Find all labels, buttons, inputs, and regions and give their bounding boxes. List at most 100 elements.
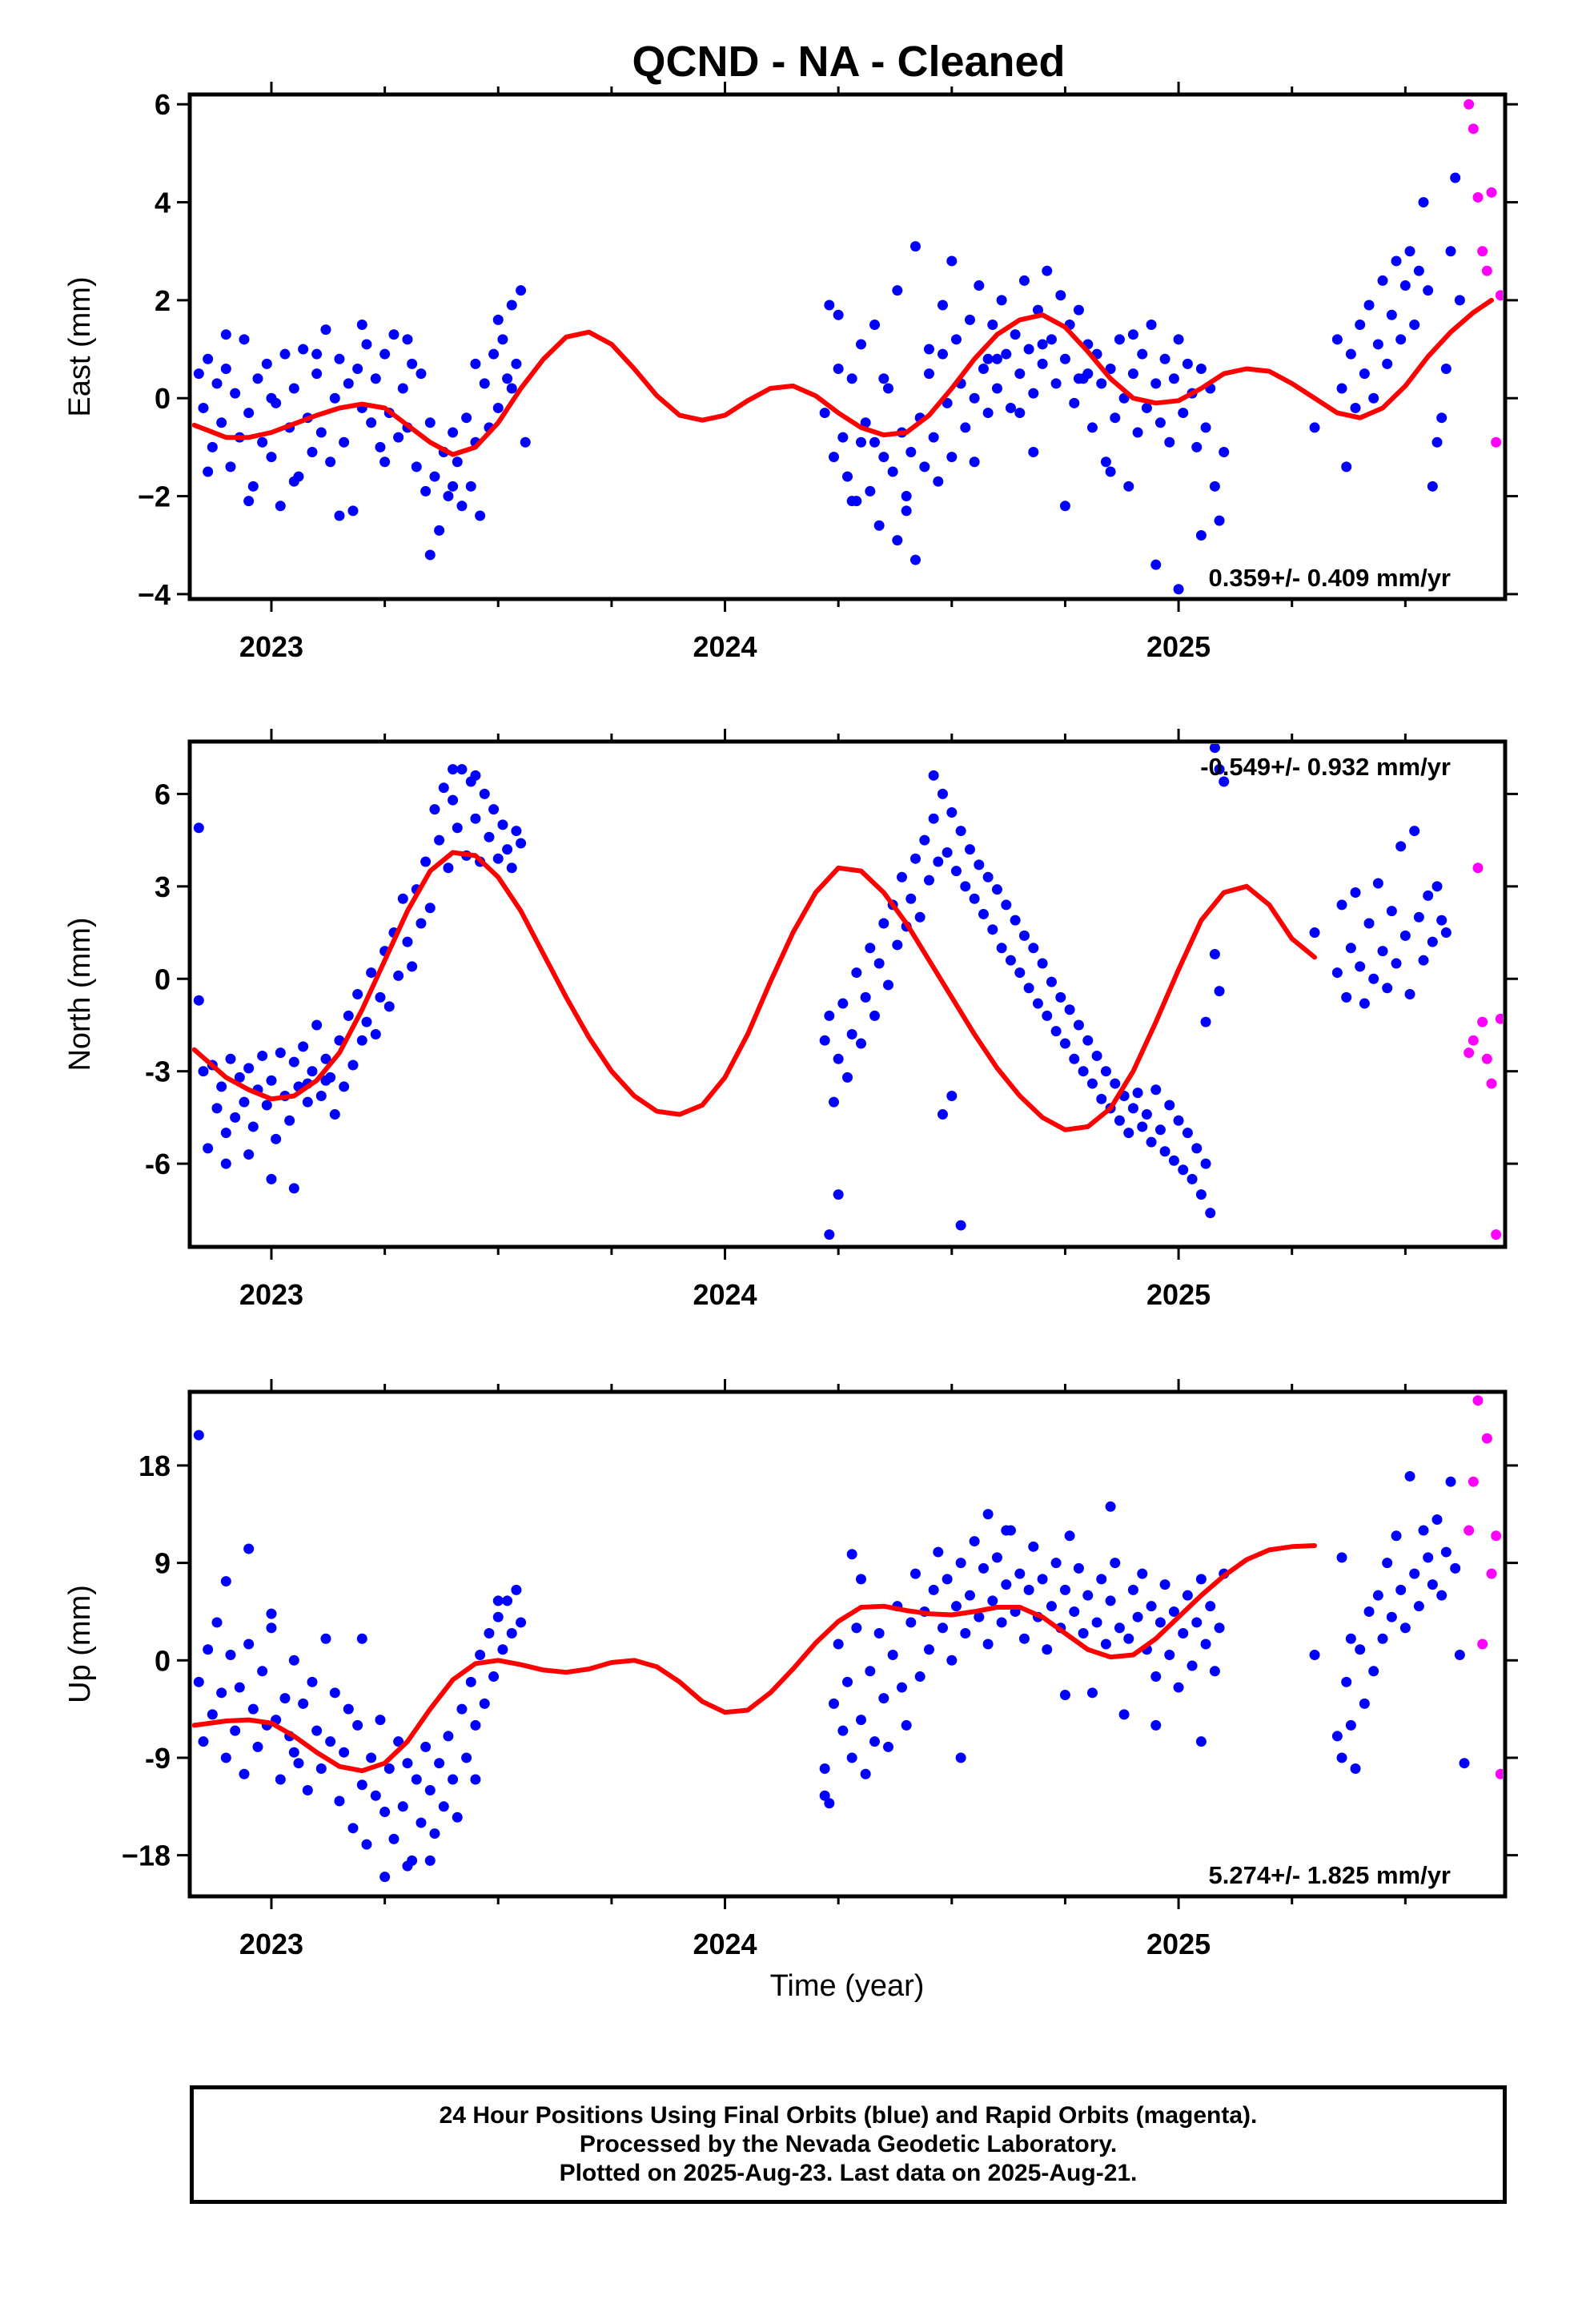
final-orbit-point <box>1114 1115 1125 1126</box>
final-orbit-point <box>851 967 862 979</box>
final-orbit-point <box>982 1638 994 1650</box>
final-orbit-point <box>1055 991 1066 1003</box>
final-orbit-point <box>887 1650 898 1661</box>
final-orbit-point <box>1123 480 1134 492</box>
y-tick-label: 4 <box>155 187 171 219</box>
final-orbit-point <box>370 1029 381 1040</box>
final-orbit-point <box>996 1617 1007 1628</box>
final-orbit-point <box>1205 1601 1216 1612</box>
final-orbit-point <box>1423 285 1434 296</box>
final-orbit-point <box>320 324 331 336</box>
final-orbit-point <box>1014 967 1026 979</box>
final-orbit-point <box>878 452 889 463</box>
final-orbit-point <box>225 461 236 472</box>
final-orbit-point <box>846 496 857 507</box>
final-orbit-point <box>937 1622 948 1634</box>
final-orbit-point <box>1127 368 1138 380</box>
final-orbit-point <box>1195 1736 1207 1747</box>
final-orbit-point <box>243 1063 255 1074</box>
final-orbit-point <box>207 441 218 452</box>
final-orbit-point <box>1219 447 1230 458</box>
final-orbit-point <box>239 1096 250 1108</box>
final-orbit-point <box>456 501 468 512</box>
final-orbit-point <box>339 1747 350 1758</box>
final-orbit-point <box>1368 973 1379 984</box>
rapid-orbit-point <box>1481 265 1492 276</box>
final-orbit-point <box>1173 334 1184 345</box>
final-orbit-point <box>271 1133 282 1144</box>
final-orbit-point <box>892 939 903 951</box>
final-orbit-point <box>978 1562 989 1574</box>
final-orbit-point <box>1018 930 1030 941</box>
final-orbit-point <box>1110 412 1121 424</box>
final-orbit-point <box>1413 265 1424 276</box>
final-orbit-point <box>1050 1558 1062 1569</box>
final-orbit-point <box>923 1644 934 1655</box>
final-orbit-point <box>379 1807 391 1818</box>
final-orbit-point <box>873 520 885 531</box>
final-orbit-point <box>1355 0 1365 6</box>
rapid-orbit-point <box>1468 1035 1479 1046</box>
final-orbit-point <box>416 918 427 929</box>
final-orbit-point <box>429 804 440 815</box>
final-orbit-point <box>379 348 391 360</box>
rapid-orbit-point <box>1468 123 1479 135</box>
final-orbit-point <box>366 417 377 428</box>
final-orbit-point <box>1200 422 1211 433</box>
y-tick-label: -9 <box>145 1742 171 1775</box>
final-orbit-point <box>896 1682 907 1693</box>
final-orbit-point <box>991 1552 1002 1563</box>
final-orbit-point <box>1086 1078 1098 1089</box>
final-orbit-point <box>375 441 386 452</box>
final-orbit-point <box>855 436 866 448</box>
final-orbit-point <box>506 862 517 874</box>
final-orbit-point <box>1154 1617 1166 1628</box>
final-orbit-point <box>220 1752 231 1763</box>
final-orbit-point <box>1064 1530 1075 1542</box>
final-orbit-point <box>1309 1650 1320 1661</box>
final-orbit-point <box>1345 1719 1356 1731</box>
final-orbit-point <box>1078 1627 1089 1638</box>
final-orbit-point <box>279 348 291 360</box>
final-orbit-point <box>315 1090 327 1101</box>
final-orbit-point <box>492 314 504 325</box>
final-orbit-point <box>1309 927 1320 939</box>
final-orbit-point <box>520 436 531 448</box>
final-orbit-point <box>969 456 980 468</box>
final-orbit-point <box>833 1053 844 1064</box>
final-orbit-point <box>230 1112 241 1123</box>
final-orbit-point <box>347 1059 359 1071</box>
final-orbit-point <box>1014 1568 1026 1579</box>
final-orbit-point <box>198 402 209 413</box>
final-orbit-point <box>1037 358 1048 369</box>
final-orbit-point <box>315 427 327 438</box>
final-orbit-point <box>928 432 939 443</box>
final-orbit-point <box>1440 1546 1452 1558</box>
final-orbit-point <box>978 908 989 919</box>
final-orbit-point <box>266 452 277 463</box>
final-orbit-point <box>470 813 481 824</box>
final-orbit-point <box>1037 1574 1048 1585</box>
final-orbit-point <box>361 339 372 350</box>
final-orbit-point <box>193 1429 204 1441</box>
final-orbit-point <box>1331 334 1343 345</box>
final-orbit-point <box>1178 1164 1189 1176</box>
final-orbit-point <box>239 1768 250 1779</box>
final-orbit-point <box>288 1056 299 1068</box>
final-orbit-point <box>955 826 966 837</box>
final-orbit-point <box>1459 1758 1470 1769</box>
final-orbit-point <box>1114 1622 1125 1634</box>
final-orbit-point <box>991 383 1002 394</box>
final-orbit-point <box>964 844 975 855</box>
final-orbit-point <box>928 813 939 824</box>
final-orbit-point <box>334 510 345 521</box>
final-orbit-point <box>1191 1143 1203 1154</box>
final-orbit-point <box>1059 1584 1070 1595</box>
final-orbit-point <box>329 392 340 404</box>
final-orbit-point <box>1186 1173 1198 1184</box>
final-orbit-point <box>388 1833 400 1844</box>
final-orbit-point <box>946 452 958 463</box>
final-orbit-point <box>1137 1121 1148 1132</box>
final-orbit-point <box>1350 402 1361 413</box>
final-orbit-point <box>448 1774 459 1785</box>
